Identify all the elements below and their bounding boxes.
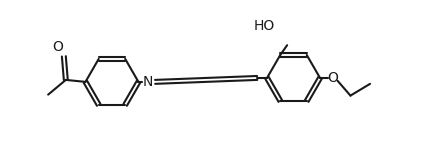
Text: O: O (327, 71, 338, 85)
Text: N: N (143, 75, 154, 89)
Text: O: O (52, 40, 63, 54)
Text: HO: HO (254, 19, 275, 33)
